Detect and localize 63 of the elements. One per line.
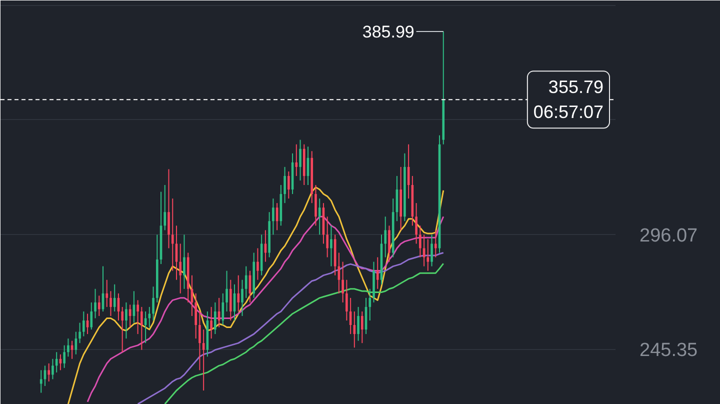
candlestick [330,225,332,267]
candlestick [346,279,348,321]
candlestick [360,310,364,344]
candlestick [288,170,290,200]
candlestick [168,168,170,249]
candlestick [98,295,100,316]
candlestick [136,300,139,335]
annotation: 385.99 [362,22,414,42]
line-series [164,262,444,404]
candlestick [152,286,154,321]
candlestick [222,292,224,326]
candlestick [110,290,112,316]
candlestick [272,198,274,236]
candlestick [237,274,240,312]
candlestick [326,216,328,258]
candlestick [183,234,186,290]
y-tick-label: 296.07 [640,226,698,247]
candlestick [90,302,93,330]
candlestick [106,279,108,308]
candlestick [214,302,216,335]
candlestick [284,166,286,204]
candlestick [376,256,379,290]
candlestick [125,302,128,340]
candlestick [164,184,166,231]
candlestick [113,284,116,312]
candlestick [256,248,259,280]
candlestick [368,288,372,321]
candlestick [82,310,85,337]
candlestick [40,370,42,394]
candlestick [171,198,174,272]
y-tick-label: 245.35 [640,340,698,362]
candlestick [179,243,182,294]
candlestick [342,261,344,303]
candlestick [415,202,418,244]
candlestick [140,306,143,350]
candlestick [388,225,390,262]
line-series [67,186,444,404]
candlestick [299,139,302,181]
candlestick [430,234,433,267]
candlestick [194,292,197,340]
candlestick [52,358,54,380]
candlestick [94,288,96,319]
candlestick [226,270,228,312]
candlestick [210,306,212,340]
candlestick [67,338,70,358]
candlestick [426,238,430,272]
candlestick [229,279,232,321]
candlestick [241,279,244,316]
candlestick [422,234,426,267]
candlestick [419,225,422,258]
candlestick [384,216,387,258]
candlestick [244,266,248,298]
candlestick [48,362,50,382]
candlestick [295,144,298,176]
ref-line-label: 355.79 06:57:07 [533,77,604,122]
candlestick [63,344,66,368]
candlestick [434,230,437,258]
candlestick [318,198,321,236]
candlestick [78,322,81,344]
candlestick [198,310,201,371]
candlestick [121,306,124,353]
candlestick [357,306,360,342]
candlestick [314,184,317,226]
